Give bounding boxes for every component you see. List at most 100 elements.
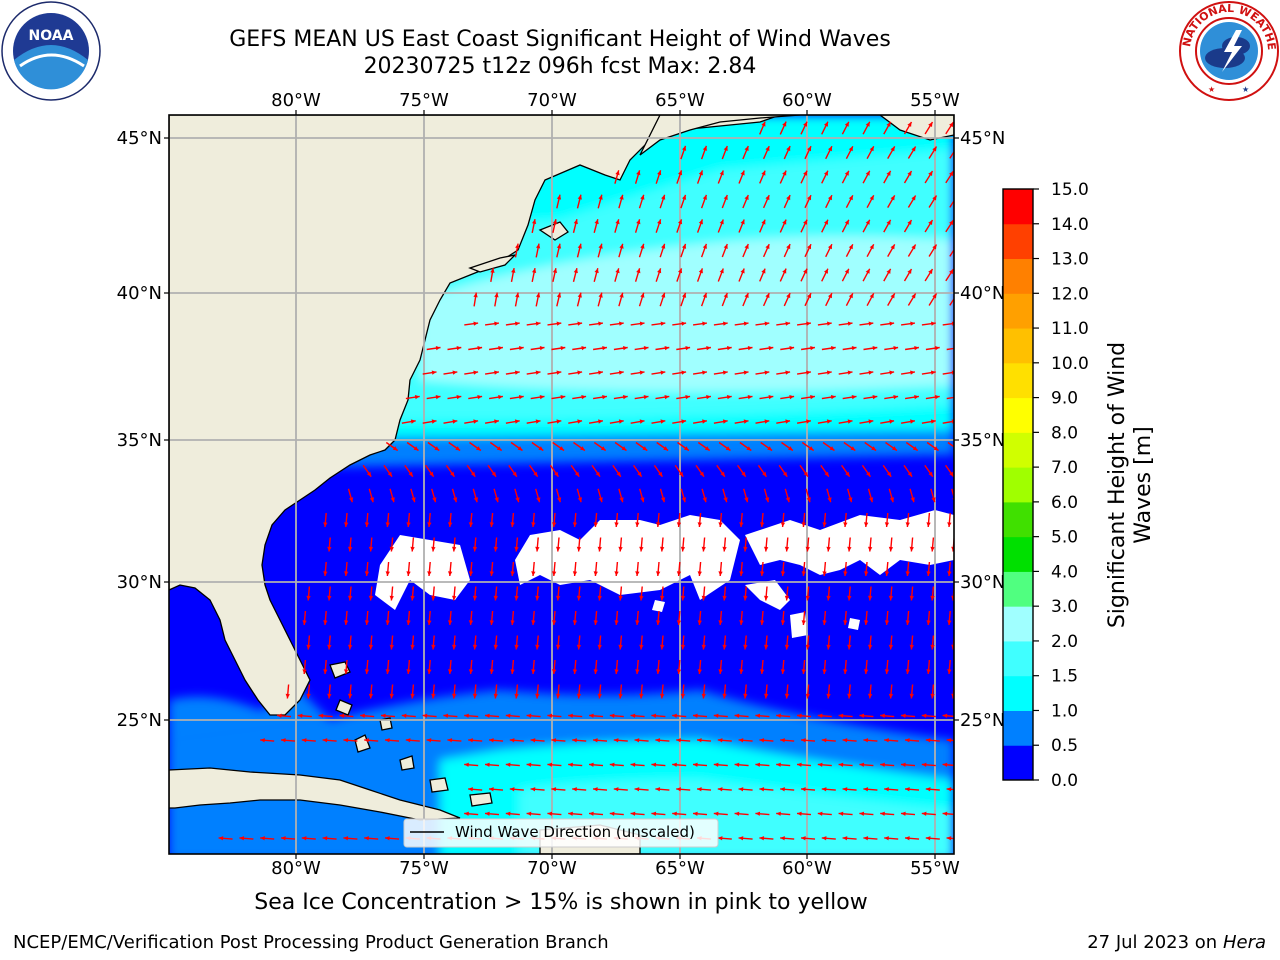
colorbar-segment <box>1003 675 1033 711</box>
wave-arrow-head <box>539 395 545 400</box>
colorbar-segment <box>1003 745 1033 781</box>
wave-arrow-head <box>285 693 290 699</box>
lat-label: 45°N <box>960 128 1005 149</box>
wave-arrow-head <box>366 471 372 477</box>
wave-arrow-head <box>536 292 541 298</box>
wave-arrow-head <box>701 595 706 601</box>
wave-arrow-head <box>723 321 728 326</box>
wave-arrow-head <box>676 571 682 576</box>
wave-arrow-head <box>364 522 370 527</box>
wave-arrow-head <box>740 268 745 274</box>
wave-arrow-head <box>448 522 453 527</box>
wave-arrow-head <box>434 446 440 451</box>
wave-arrow-head <box>806 321 811 326</box>
wave-arrow-head <box>493 546 498 552</box>
wave-arrow-head <box>722 546 727 552</box>
wave-arrow-head <box>702 321 707 326</box>
wave-arrow-head <box>905 738 910 743</box>
lon-label: 70°W <box>527 858 577 879</box>
wave-arrow-head <box>455 446 461 451</box>
noaa-logo: NOAA <box>1 1 101 101</box>
wave-arrow-head <box>661 497 666 503</box>
wave-arrow-head <box>845 471 850 477</box>
wave-arrow-head <box>656 620 661 625</box>
wave-arrow-head <box>905 571 910 576</box>
wave-arrow-head <box>843 571 848 576</box>
wave-arrow-head <box>914 395 919 400</box>
wave-arrow-head <box>717 738 723 743</box>
wave-arrow-head <box>676 669 682 674</box>
wave-arrow-head <box>702 497 707 503</box>
wave-arrow-head <box>869 244 874 250</box>
wave-arrow-head <box>847 370 853 375</box>
wave-arrow-head <box>663 446 669 451</box>
wave-arrow-head <box>577 419 583 424</box>
tick-marks <box>164 110 959 859</box>
wave-arrow-head <box>572 571 578 576</box>
wave-arrow-head <box>493 595 498 601</box>
wave-arrow-head <box>842 787 848 792</box>
wave-arrow-head <box>609 713 615 718</box>
colorbar-segment <box>1003 640 1033 677</box>
wave-arrow-head <box>323 522 328 527</box>
wave-arrow-head <box>682 145 687 151</box>
wave-arrow-head <box>911 244 916 250</box>
colorbar-segment <box>1003 571 1033 607</box>
wave-arrow-head <box>406 620 411 625</box>
wave-arrow-head <box>464 762 469 767</box>
wave-arrow-head <box>764 321 770 326</box>
wave-arrow-head <box>556 292 562 298</box>
wave-arrow-head <box>928 220 933 225</box>
wave-arrow-head <box>343 738 349 743</box>
wave-arrow-head <box>859 811 865 816</box>
wave-arrow-head <box>911 293 916 299</box>
wave-arrow-head <box>847 644 852 650</box>
wave-arrow-head <box>456 346 462 351</box>
wave-arrow-head <box>364 620 370 625</box>
wave-arrow-head <box>743 419 749 424</box>
wave-arrow-head <box>536 497 541 503</box>
wave-arrow-head <box>946 787 952 792</box>
wave-arrow-head <box>554 471 559 477</box>
wave-arrow-head <box>743 644 748 650</box>
wave-arrow-head <box>660 644 665 650</box>
wave-arrow-head <box>368 644 374 650</box>
colorbar-segment <box>1003 606 1033 642</box>
wave-arrow-head <box>776 811 781 816</box>
wave-arrow-head <box>933 446 939 451</box>
wave-arrow-head <box>456 395 462 400</box>
wave-arrow-head <box>718 669 723 674</box>
wave-arrow-head <box>580 446 585 451</box>
wave-arrow-head <box>827 497 832 503</box>
wave-arrow-head <box>910 370 915 375</box>
wave-arrow-head <box>935 346 940 351</box>
wave-arrow-head <box>780 787 785 792</box>
map-panel: Wind Wave Direction (unscaled) <box>169 115 954 854</box>
wave-arrow-head <box>863 738 869 743</box>
wave-arrow-head <box>830 395 836 400</box>
wave-arrow-head <box>598 497 603 503</box>
wave-arrow-head <box>389 595 394 601</box>
wave-arrow-head <box>614 522 619 527</box>
wave-arrow-head <box>427 620 432 625</box>
lon-label: 80°W <box>271 858 321 879</box>
wave-arrow-head <box>722 419 728 424</box>
wave-arrow-head <box>744 293 749 298</box>
wave-arrow-head <box>719 268 724 274</box>
wave-arrow-head <box>886 219 891 225</box>
wave-arrow-head <box>942 713 948 718</box>
wave-arrow <box>942 322 954 326</box>
wave-arrow-head <box>452 419 458 424</box>
wave-arrow-head <box>869 497 874 503</box>
wave-arrow-head <box>281 836 286 841</box>
wave-arrow-head <box>888 644 894 650</box>
wave-arrow-head <box>759 787 765 792</box>
wave-arrow-head <box>680 644 686 650</box>
wave-arrow-head <box>489 620 494 625</box>
wave-arrow-head <box>869 146 874 152</box>
wave-arrow-head <box>634 738 640 743</box>
wave-arrow-head <box>907 122 912 127</box>
wave-arrow-head <box>532 219 537 224</box>
wave-arrow-head <box>452 644 457 650</box>
wave-arrow-head <box>901 811 906 816</box>
